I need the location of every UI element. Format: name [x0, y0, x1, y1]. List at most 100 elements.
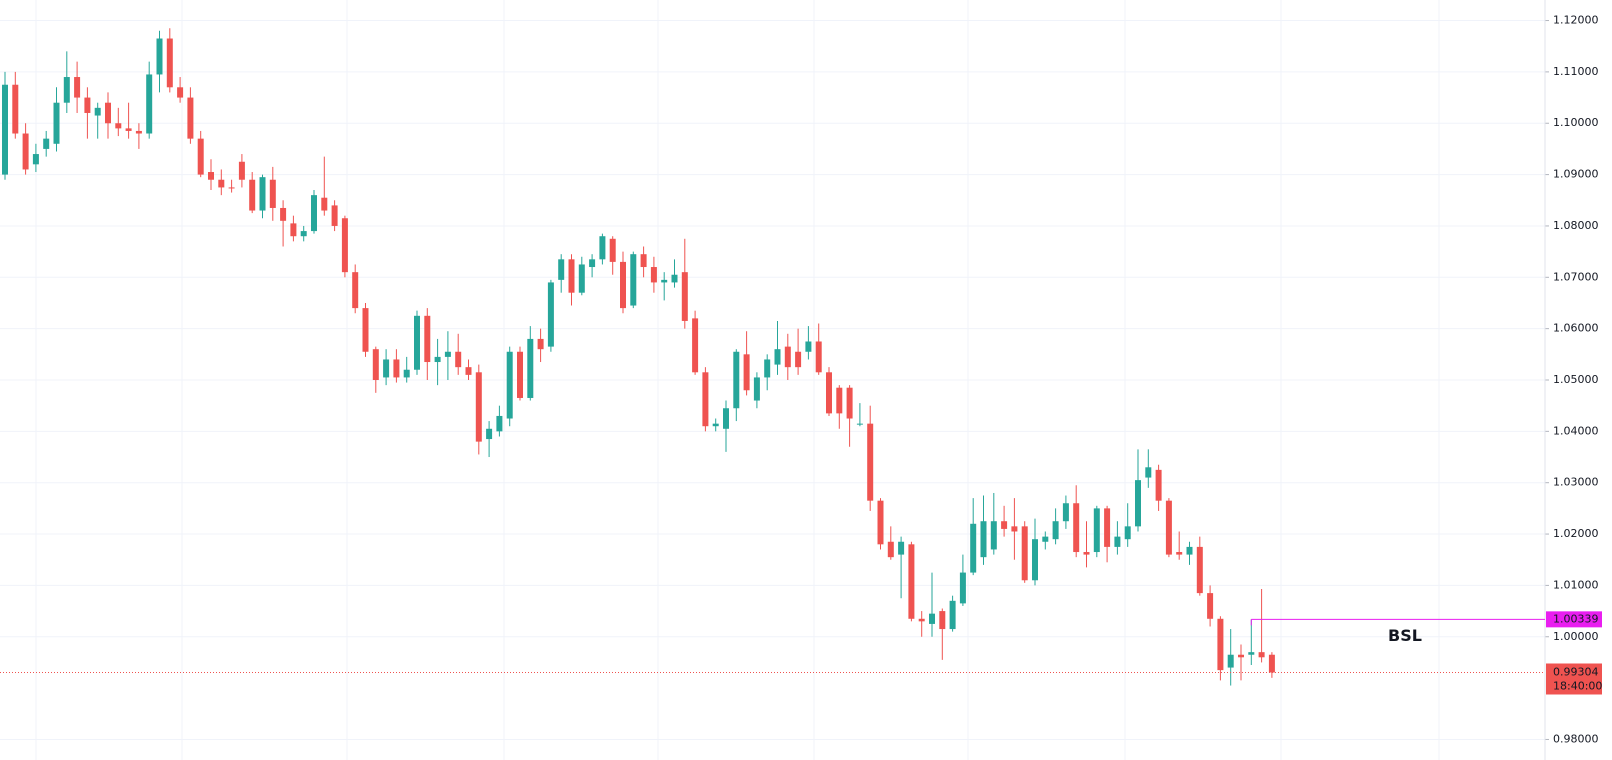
candle-body	[650, 267, 657, 283]
candle-body	[475, 372, 482, 442]
candle-body	[826, 372, 832, 414]
candle-body	[383, 359, 390, 378]
candle-body	[2, 84, 8, 175]
candle-body	[599, 236, 606, 260]
y-tick-label: 1.05000	[1553, 373, 1599, 386]
candle-body	[1073, 503, 1080, 553]
candle-body	[1021, 526, 1028, 581]
candle-body	[702, 372, 709, 427]
candle-body	[815, 341, 822, 373]
candle-body	[1032, 539, 1038, 581]
candle-body	[547, 282, 554, 347]
candle-body	[403, 369, 410, 378]
candle-body	[918, 618, 925, 622]
candle-body	[764, 359, 771, 378]
level-price-box	[1546, 611, 1602, 628]
candle-body	[496, 415, 503, 432]
candle-body	[218, 179, 225, 188]
candle-body	[166, 38, 173, 88]
candle-body	[1165, 500, 1172, 555]
candle-body	[259, 177, 266, 211]
candle-body	[1083, 552, 1090, 555]
candle-body	[1186, 546, 1193, 555]
candle-body	[1145, 467, 1152, 478]
candle-body	[74, 77, 81, 98]
candle-body	[1217, 618, 1224, 671]
last-price-box	[1546, 663, 1602, 695]
candle-body	[929, 613, 935, 624]
y-tick-label: 1.07000	[1553, 270, 1599, 283]
y-tick-label: 1.02000	[1553, 527, 1599, 540]
candle-body	[589, 259, 596, 268]
candle-body	[156, 38, 163, 75]
level-text: BSL	[1388, 626, 1422, 645]
candle-body	[1196, 546, 1203, 594]
candle-body	[1176, 552, 1183, 555]
candle-body	[1011, 526, 1018, 532]
candle-body	[22, 133, 29, 170]
y-tick-label: 1.11000	[1553, 65, 1599, 78]
candle-body	[723, 408, 729, 429]
candle-body	[43, 138, 50, 149]
y-tick-label: 1.06000	[1553, 322, 1599, 335]
candle-body	[898, 541, 905, 555]
candle-body	[424, 315, 431, 363]
candle-body	[238, 161, 245, 180]
candle-body	[341, 218, 348, 273]
candle-body	[959, 572, 966, 604]
candle-body	[1104, 508, 1111, 547]
candle-body	[578, 264, 585, 293]
candle-body	[1268, 654, 1275, 673]
candle-body	[208, 172, 214, 180]
candle-body	[146, 74, 153, 134]
candle-body	[177, 87, 184, 98]
candle-body	[1093, 508, 1100, 553]
candle-body	[63, 77, 70, 103]
candle-body	[640, 254, 647, 268]
candle-body	[352, 272, 359, 309]
candle-body	[671, 274, 678, 283]
candle-body	[1155, 469, 1162, 501]
y-tick-label: 1.01000	[1553, 578, 1599, 591]
candle-body	[877, 500, 884, 545]
candle-body	[733, 351, 740, 409]
candle-body	[135, 130, 142, 134]
candle-body	[846, 387, 853, 419]
candle-body	[774, 349, 781, 365]
candle-body	[949, 600, 956, 630]
candle-body	[970, 523, 977, 573]
y-tick-label: 1.12000	[1553, 14, 1599, 27]
last-price-label: 0.99304	[1553, 665, 1599, 678]
y-tick-label: 1.08000	[1553, 219, 1599, 232]
candle-body	[692, 318, 699, 373]
candle-body	[990, 521, 997, 550]
candle-body	[372, 349, 379, 380]
candle-body	[609, 238, 616, 262]
candle-body	[1042, 536, 1049, 542]
candle-body	[1114, 536, 1121, 547]
candle-body	[661, 279, 668, 283]
candle-body	[1052, 521, 1059, 540]
candle-body	[32, 154, 39, 165]
candle-body	[455, 351, 462, 368]
candle-body	[753, 377, 760, 401]
candle-body	[197, 138, 204, 175]
candle-body	[465, 367, 472, 375]
candle-body	[249, 179, 256, 211]
candle-body	[12, 84, 19, 134]
candle-body	[1227, 654, 1234, 668]
candle-body	[434, 356, 441, 363]
candle-body	[743, 354, 750, 391]
candle-body	[321, 197, 328, 211]
candle-body	[105, 102, 111, 124]
candle-body	[94, 107, 101, 116]
candle-body	[311, 195, 317, 232]
candle-body	[187, 97, 194, 139]
y-tick-label: 1.09000	[1553, 168, 1599, 181]
candle-body	[331, 205, 338, 226]
candle-body	[53, 102, 60, 144]
candle-body	[269, 179, 276, 208]
candle-body	[1062, 503, 1069, 522]
candle-body	[393, 359, 400, 378]
candle-body	[836, 387, 843, 414]
